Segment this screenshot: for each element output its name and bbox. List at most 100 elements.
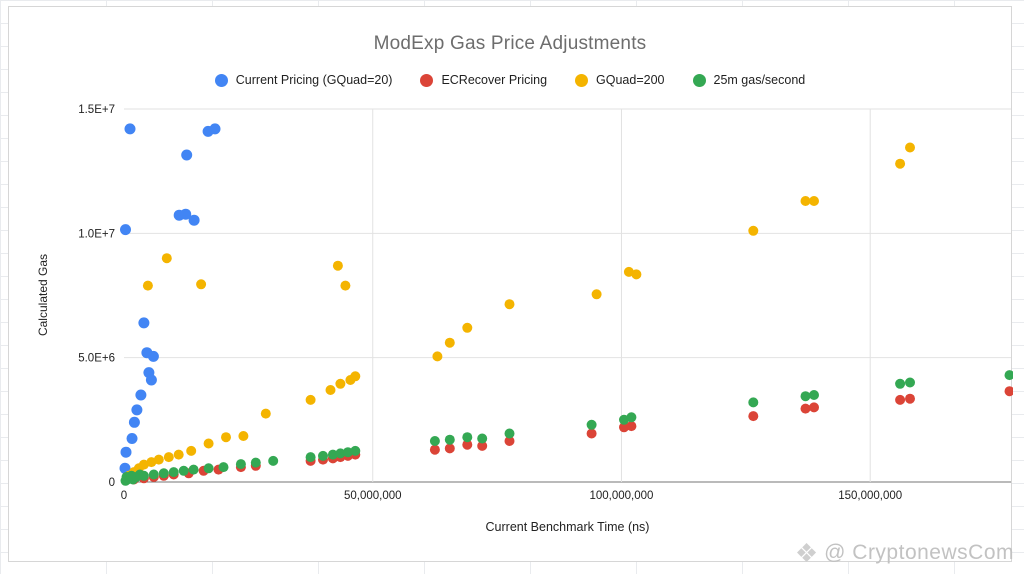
gas-25m-per-second-point <box>203 463 214 474</box>
gquad-200-point <box>335 378 346 389</box>
legend: Current Pricing (GQuad=20) ECRecover Pric… <box>9 73 1011 87</box>
gquad-200-point <box>591 289 602 300</box>
legend-label: ECRecover Pricing <box>441 73 548 87</box>
gquad-200-point <box>895 158 906 169</box>
legend-item-ecrecover-pricing: ECRecover Pricing <box>420 73 547 87</box>
current-pricing-point <box>209 123 221 135</box>
current-pricing-point <box>135 389 147 401</box>
current-pricing-point <box>138 317 150 329</box>
legend-item-current-pricing: Current Pricing (GQuad=20) <box>214 73 392 87</box>
current-pricing-point <box>128 416 140 428</box>
gquad-200-point <box>305 394 316 405</box>
x-tick-label: 150,000,000 <box>838 490 902 502</box>
gquad-200-point <box>748 225 759 236</box>
legend-dot-ecrecover-pricing <box>420 73 434 87</box>
y-axis-title: Calculated Gas <box>36 253 50 337</box>
ecrecover-pricing-point <box>477 440 488 451</box>
gquad-200-point <box>173 449 184 460</box>
ecrecover-pricing-point <box>586 428 597 439</box>
gquad-200-point <box>221 432 231 443</box>
current-pricing-point <box>120 224 131 236</box>
gas-25m-per-second-point <box>305 452 316 463</box>
ecrecover-pricing-point <box>429 444 440 455</box>
gquad-200-point <box>325 385 336 395</box>
y-tick-label: 1.0E+7 <box>78 228 115 240</box>
gas-25m-per-second-point <box>905 377 915 388</box>
current-pricing-point <box>180 208 192 220</box>
gas-25m-per-second-point <box>895 378 906 389</box>
chart-card[interactable]: ModExp Gas Price Adjustments Current Pri… <box>8 6 1013 562</box>
gas-25m-per-second-point <box>158 468 169 479</box>
gquad-200-point <box>161 253 172 264</box>
ecrecover-pricing-point <box>619 422 629 433</box>
watermark: ❖ @ CryptonewsCom <box>795 540 1014 566</box>
ecrecover-pricing-point <box>504 436 515 446</box>
gas-25m-per-second-point <box>477 433 488 444</box>
diamond-logo-icon: ❖ <box>794 538 819 568</box>
watermark-text: @ CryptonewsCom <box>824 541 1014 564</box>
current-pricing-point <box>145 374 157 386</box>
gquad-200-point <box>905 142 915 153</box>
gquad-200-point <box>504 299 515 310</box>
gquad-200-point <box>444 337 455 348</box>
ecrecover-pricing-point <box>1004 386 1013 397</box>
legend-label: GQuad=200 <box>596 73 665 87</box>
gquad-200-point <box>163 452 174 463</box>
gas-25m-per-second-point <box>626 412 637 423</box>
gas-25m-per-second-point <box>268 455 279 466</box>
gas-25m-per-second-point <box>504 428 515 439</box>
gas-25m-per-second-point <box>809 390 819 400</box>
current-pricing-point <box>147 350 159 362</box>
gquad-200-point <box>332 260 343 271</box>
current-pricing-point <box>181 149 193 161</box>
gas-25m-per-second-point <box>168 467 179 478</box>
gquad-200-point <box>196 279 207 290</box>
legend-dot-current-pricing <box>214 73 228 87</box>
ecrecover-pricing-point <box>748 411 759 422</box>
gas-25m-per-second-point <box>138 470 149 481</box>
gas-25m-per-second-point <box>342 447 353 458</box>
gas-25m-per-second-point <box>444 434 455 445</box>
x-tick-label: 100,000,000 <box>589 490 653 502</box>
ecrecover-pricing-point <box>462 439 473 450</box>
x-tick-label: 50,000,000 <box>344 490 402 502</box>
current-pricing-point <box>124 123 136 135</box>
gas-25m-per-second-point <box>462 432 473 443</box>
gas-25m-per-second-point <box>335 448 346 459</box>
gquad-200-point <box>153 454 164 465</box>
current-pricing-point <box>126 433 138 444</box>
gas-25m-per-second-point <box>429 436 440 446</box>
legend-item-gquad-200: GQuad=200 <box>575 73 665 87</box>
current-pricing-point <box>131 404 143 416</box>
current-pricing-point <box>120 446 132 458</box>
scatter-plot: 0 5.0E+6 1.0E+7 1.5E+7 0 50,000,000 100,000,00… <box>78 104 1013 502</box>
gas-25m-per-second-point <box>327 449 338 460</box>
y-tick-label: 1.5E+7 <box>78 104 115 116</box>
gquad-200-point <box>432 351 443 362</box>
gas-25m-per-second-point <box>1004 370 1013 381</box>
gas-25m-per-second-point <box>350 445 361 456</box>
gquad-200-point <box>142 280 153 291</box>
gas-25m-per-second-point <box>318 450 328 461</box>
gas-25m-per-second-point <box>178 465 189 476</box>
gas-25m-per-second-point <box>188 464 199 475</box>
ecrecover-pricing-point <box>444 443 455 454</box>
legend-dot-gquad-200 <box>575 73 589 87</box>
ecrecover-pricing-point <box>800 403 811 414</box>
chart-title: ModExp Gas Price Adjustments <box>373 33 647 54</box>
gquad-200-point <box>203 438 214 449</box>
gquad-200-point <box>238 431 249 441</box>
gas-25m-per-second-point <box>800 391 811 402</box>
gquad-200-point <box>462 322 473 333</box>
ecrecover-pricing-point <box>895 394 906 405</box>
gas-25m-per-second-point <box>218 462 229 473</box>
gquad-200-point <box>631 269 642 280</box>
gas-25m-per-second-point <box>148 469 159 480</box>
legend-label: 25m gas/second <box>713 73 806 87</box>
gquad-200-point <box>340 280 351 291</box>
current-pricing-point <box>188 214 200 226</box>
gas-25m-per-second-point <box>748 397 759 408</box>
gas-25m-per-second-point <box>235 459 246 470</box>
ecrecover-pricing-point <box>809 402 819 413</box>
gquad-200-point <box>800 196 811 206</box>
